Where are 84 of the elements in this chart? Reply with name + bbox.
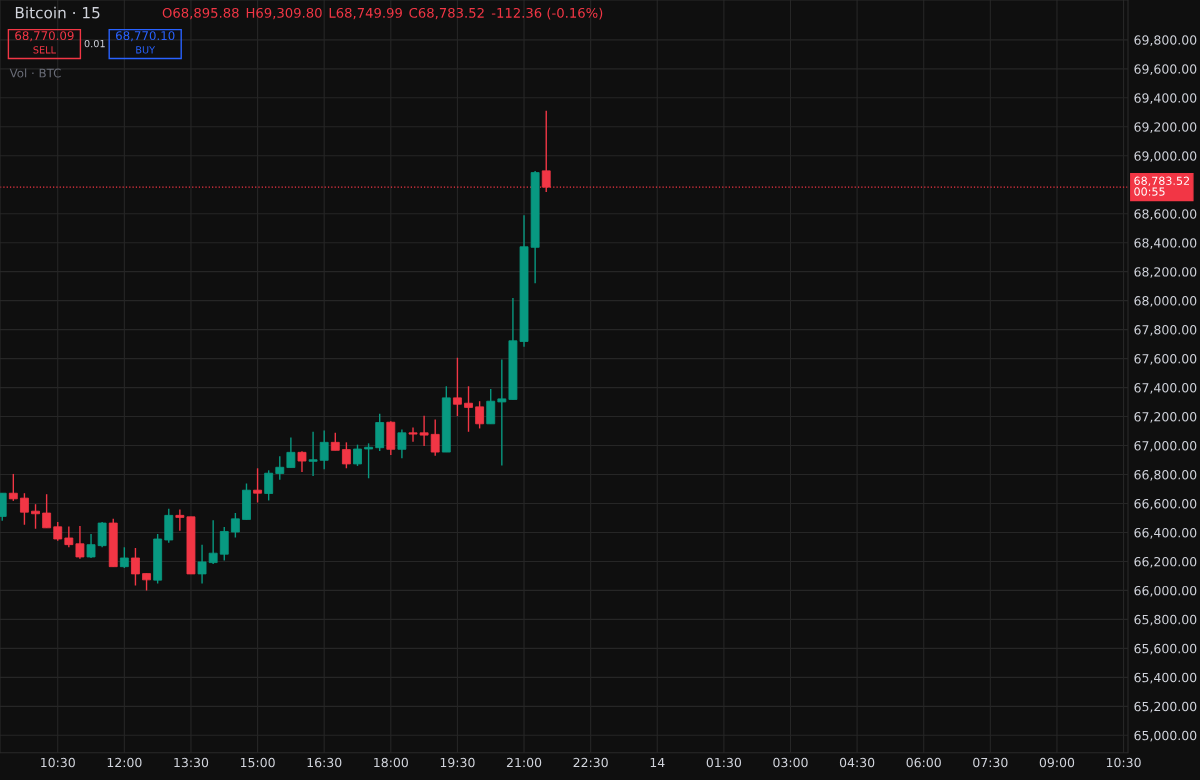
candlestick bbox=[8, 473, 18, 502]
candlestick bbox=[119, 546, 129, 569]
x-tick-label: 06:00 bbox=[906, 757, 941, 768]
y-tick-label: 66,400.00 bbox=[1134, 527, 1197, 539]
annotation: -112.36 (-0.16%) bbox=[491, 7, 603, 20]
candlestick bbox=[286, 436, 296, 469]
x-tick-label: 10:30 bbox=[1106, 757, 1141, 768]
x-tick-label: 15:00 bbox=[240, 757, 275, 768]
annotation: BUY bbox=[136, 46, 156, 54]
y-tick-label: 68,600.00 bbox=[1134, 209, 1197, 220]
x-tick-label: 13:30 bbox=[174, 757, 209, 768]
annotation: Vol · BTC bbox=[9, 68, 61, 78]
annotation: L68,749.99 bbox=[329, 7, 402, 20]
x-tick-label: 07:30 bbox=[973, 757, 1008, 768]
candlestick bbox=[64, 525, 74, 548]
y-tick-label: 66,800.00 bbox=[1134, 469, 1197, 481]
y-tick-label: 66,600.00 bbox=[1134, 498, 1197, 510]
y-tick-label: 65,600.00 bbox=[1134, 643, 1197, 655]
y-tick-label: 67,000.00 bbox=[1134, 441, 1197, 452]
candlestick bbox=[308, 431, 318, 477]
x-tick-label: 14 bbox=[650, 757, 665, 768]
y-tick-label: 69,400.00 bbox=[1134, 93, 1197, 104]
annotation: 68,770.09 bbox=[15, 31, 74, 42]
candlestick bbox=[453, 357, 462, 417]
x-tick-label: 10:30 bbox=[41, 757, 75, 768]
candlestick bbox=[430, 418, 440, 457]
candlestick bbox=[42, 493, 52, 529]
y-tick-label: 65,800.00 bbox=[1134, 614, 1197, 626]
x-tick-label: 03:00 bbox=[773, 757, 808, 768]
x-tick-label: 04:30 bbox=[839, 757, 875, 768]
y-tick-label: 67,600.00 bbox=[1134, 354, 1197, 365]
y-tick-label: 67,800.00 bbox=[1134, 325, 1197, 336]
annotation: C68,783.52 bbox=[409, 7, 484, 20]
candlestick bbox=[131, 547, 140, 587]
x-tick-label: 22:30 bbox=[573, 757, 608, 768]
candlestick bbox=[486, 388, 496, 425]
x-tick-label: 21:00 bbox=[506, 757, 542, 768]
x-tick-label: 09:00 bbox=[1039, 757, 1075, 768]
y-tick-label: 66,000.00 bbox=[1134, 585, 1197, 597]
y-tick-label: 69,200.00 bbox=[1134, 122, 1197, 133]
x-tick-label: 16:30 bbox=[307, 757, 342, 768]
candlestick bbox=[341, 441, 351, 469]
candlestick bbox=[264, 469, 274, 502]
annotation: 68,770.10 bbox=[115, 31, 175, 42]
y-tick-label: 67,200.00 bbox=[1134, 412, 1197, 423]
y-tick-label: 65,000.00 bbox=[1134, 730, 1197, 742]
candlestick bbox=[275, 455, 285, 481]
candlestick bbox=[319, 429, 329, 470]
y-tick-label: 69,800.00 bbox=[1134, 35, 1197, 47]
candlestick bbox=[364, 442, 374, 479]
y-tick-label: 68,200.00 bbox=[1134, 267, 1197, 278]
annotation: H69,309.80 bbox=[246, 7, 322, 20]
candlestick bbox=[208, 519, 218, 565]
x-tick-label: 12:00 bbox=[107, 757, 142, 768]
candlestick bbox=[475, 400, 485, 430]
candlestick bbox=[353, 443, 362, 467]
y-tick-label: 65,400.00 bbox=[1134, 672, 1197, 684]
candlestick bbox=[75, 525, 85, 560]
annotation: O68,895.88 bbox=[162, 7, 239, 20]
candlestick bbox=[20, 492, 29, 526]
y-tick-label: 68,400.00 bbox=[1134, 238, 1197, 249]
y-tick-label: 69,000.00 bbox=[1134, 151, 1197, 162]
y-tick-label: 68,000.00 bbox=[1134, 296, 1197, 307]
chart-title: Bitcoin · 15 bbox=[15, 6, 100, 19]
candlestick bbox=[230, 512, 240, 539]
candlestick bbox=[497, 358, 507, 467]
annotation: 0.01 bbox=[84, 39, 105, 48]
y-tick-label: 69,600.00 bbox=[1134, 64, 1197, 76]
candlestick bbox=[297, 450, 307, 473]
y-tick-label: 67,400.00 bbox=[1134, 383, 1197, 394]
candlestick bbox=[464, 385, 473, 433]
candlestick bbox=[219, 526, 229, 562]
y-tick-label: 66,200.00 bbox=[1134, 556, 1197, 568]
candlestick bbox=[53, 521, 63, 542]
candlestick bbox=[253, 467, 262, 504]
annotation: SELL bbox=[33, 46, 56, 54]
x-tick-label: 18:00 bbox=[374, 757, 408, 768]
y-tick-label: 65,200.00 bbox=[1134, 701, 1197, 713]
x-tick-label: 01:30 bbox=[706, 757, 742, 768]
candlestick bbox=[31, 503, 40, 530]
candlestick bbox=[397, 428, 407, 459]
candlestick bbox=[197, 543, 207, 585]
ref-line-label: 68,783.52 00:55 bbox=[1134, 176, 1189, 196]
x-tick-label: 19:30 bbox=[440, 757, 475, 768]
